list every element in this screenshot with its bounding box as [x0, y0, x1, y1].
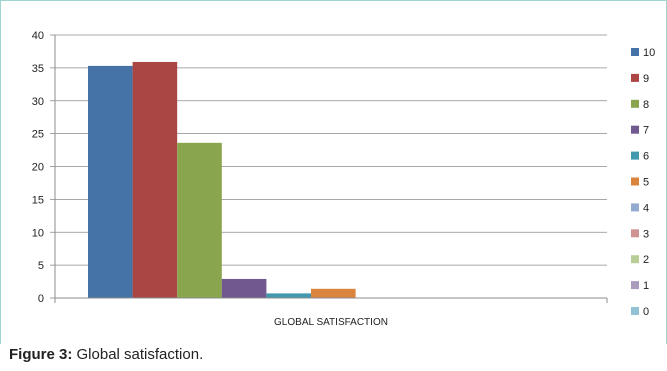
x-axis-categories: GLOBAL SATISFACTION [274, 317, 388, 328]
legend-label-4: 4 [643, 202, 649, 214]
figure-caption: Figure 3: Global satisfaction. [9, 346, 203, 363]
bar-10 [88, 65, 133, 298]
x-category-label: GLOBAL SATISFACTION [274, 317, 388, 328]
bar-6 [266, 293, 311, 298]
legend-swatch-1 [631, 281, 639, 290]
legend-label-7: 7 [643, 125, 649, 137]
bar-8 [177, 142, 222, 298]
y-tick-label: 30 [32, 96, 44, 108]
legend-swatch-2 [631, 255, 639, 264]
legend-label-8: 8 [643, 99, 649, 111]
legend-label-5: 5 [643, 177, 649, 189]
figure-caption-label: Figure 3: [9, 346, 73, 363]
y-tick-label: 40 [32, 30, 44, 42]
y-tick-label: 0 [38, 293, 44, 305]
legend-label-9: 9 [643, 73, 649, 85]
figure-caption-text: Global satisfaction. [72, 346, 204, 363]
legend-swatch-8 [631, 99, 639, 108]
y-tick-label: 5 [38, 260, 44, 272]
legend-label-1: 1 [643, 280, 649, 292]
y-axis-ticks: 0 5 10 15 20 25 30 35 40 [32, 30, 55, 305]
bars [88, 61, 356, 298]
legend-swatch-5 [631, 177, 639, 186]
y-tick-label: 25 [32, 129, 44, 141]
legend-swatch-6 [631, 151, 639, 160]
legend-label-6: 6 [643, 151, 649, 163]
legend-swatch-10 [631, 48, 639, 56]
legend-swatch-7 [631, 125, 639, 134]
y-tick-label: 15 [32, 194, 44, 206]
bar-5 [311, 288, 356, 298]
y-tick-label: 10 [32, 227, 44, 239]
y-tick-label: 20 [32, 162, 44, 174]
legend-label-10: 10 [643, 47, 655, 59]
legend-swatch-4 [631, 203, 639, 212]
bar-9 [132, 61, 178, 298]
axes [54, 35, 608, 303]
legend-swatch-0 [631, 307, 639, 315]
legend-label-2: 2 [643, 254, 649, 266]
legend-swatch-9 [631, 73, 639, 82]
legend-label-3: 3 [643, 228, 649, 240]
legend-label-0: 0 [643, 306, 649, 318]
y-tick-label: 35 [32, 63, 44, 75]
legend-swatch-3 [631, 229, 639, 238]
bar-7 [221, 278, 267, 298]
